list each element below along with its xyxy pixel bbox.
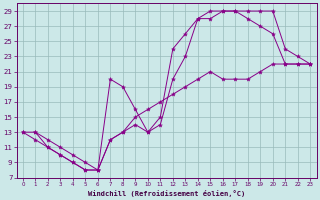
X-axis label: Windchill (Refroidissement éolien,°C): Windchill (Refroidissement éolien,°C) (88, 190, 245, 197)
